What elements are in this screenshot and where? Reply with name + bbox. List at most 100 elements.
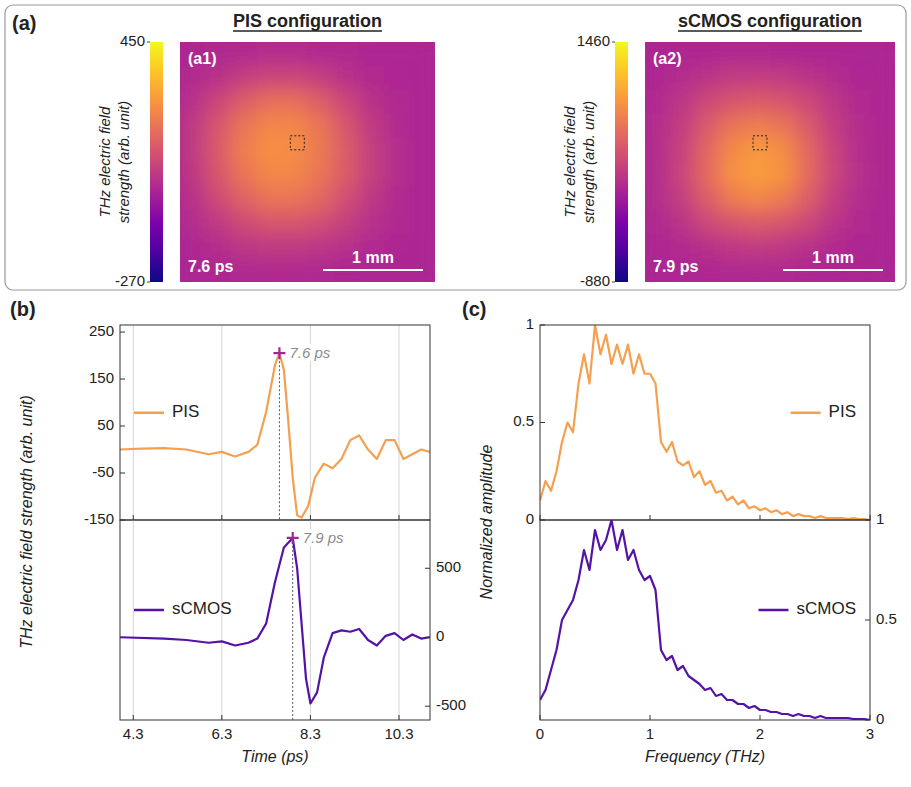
legend-swatch: [759, 609, 789, 612]
x-tick: [540, 515, 541, 520]
colorbar: [150, 42, 163, 282]
heatmap-cell: [795, 114, 821, 139]
grid-line: [221, 325, 222, 520]
heatmap-cell: [231, 66, 257, 91]
y-tick-label: 0: [526, 510, 534, 527]
heatmap-cell: [180, 186, 206, 211]
x-tick: [760, 515, 761, 520]
heatmap-cell: [231, 186, 257, 211]
heatmap-cell: [282, 186, 308, 211]
x-tick-label: 10.3: [384, 725, 413, 742]
heatmap-cell: [257, 234, 283, 259]
heatmap-cell: [308, 66, 334, 91]
heatmap-cell: [257, 138, 283, 163]
heatmap-cell: [770, 186, 796, 211]
heatmap-cell: [820, 66, 846, 91]
colorbar-label: strength (arb. unit): [580, 101, 597, 224]
heatmap-cell: [770, 90, 796, 115]
heatmap-cell: [795, 186, 821, 211]
heatmap-cell: [670, 138, 696, 163]
colorbar-label: THz electric field: [96, 106, 113, 218]
heatmap-cell: [820, 138, 846, 163]
heatmap-cell: [231, 234, 257, 259]
heatmap-cell: [231, 210, 257, 235]
heatmap-cell: [770, 138, 796, 163]
heatmap-cell: [745, 186, 771, 211]
heatmap-cell: [695, 258, 721, 282]
heatmap-cell: [180, 138, 206, 163]
heatmap-cell: [410, 234, 436, 259]
x-tick-label: 0: [536, 725, 544, 742]
y2-tick-label: 0.5: [876, 610, 897, 627]
y2-tick-label: 0: [876, 710, 884, 727]
legend-label: sCMOS: [797, 599, 857, 618]
heatmap-cell: [384, 90, 410, 115]
heatmap-cell: [645, 138, 671, 163]
y-tick: [120, 379, 125, 380]
y2-tick-label: 500: [436, 558, 461, 575]
y-tick-label: 0.5: [513, 412, 534, 429]
heatmap-cell: [180, 210, 206, 235]
heatmap-cell: [257, 114, 283, 139]
heatmap-cell: [308, 42, 334, 67]
heatmap-cell: [410, 42, 436, 67]
heatmap-cell: [333, 114, 359, 139]
colorbar: [615, 42, 628, 282]
plot-frame: [540, 325, 870, 520]
heatmap-cell: [308, 162, 334, 187]
data-line: [540, 325, 870, 520]
heatmap-cell: [308, 234, 334, 259]
heatmap-cell: [695, 114, 721, 139]
annotation-marker: [287, 532, 299, 544]
heatmap-cell: [257, 186, 283, 211]
colorbar-tick-label: -270: [115, 272, 145, 289]
x-tick: [760, 715, 761, 720]
x-tick: [221, 715, 222, 720]
x-tick: [650, 715, 651, 720]
x-tick: [133, 515, 134, 520]
heatmap-cell: [670, 186, 696, 211]
x-tick: [310, 715, 311, 720]
heatmap-cell: [845, 162, 871, 187]
heatmap-cell: [745, 234, 771, 259]
x-tick-label: 8.3: [300, 725, 321, 742]
scale-bar-label: 1 mm: [352, 249, 394, 266]
heatmap-cell: [670, 114, 696, 139]
x-tick: [870, 515, 871, 520]
heatmap-cell: [795, 66, 821, 91]
heatmap-cell: [720, 138, 746, 163]
colorbar-tick-label: 1460: [577, 32, 610, 49]
label-patch: [302, 529, 345, 546]
heatmap-cell: [870, 162, 895, 187]
heatmap-cell: [410, 162, 436, 187]
heatmap-cell: [410, 138, 436, 163]
heatmap-cell: [770, 42, 796, 67]
heatmap-cell: [870, 186, 895, 211]
heatmap-cell: [820, 186, 846, 211]
heatmap-cell: [257, 42, 283, 67]
heatmap-cell: [645, 66, 671, 91]
y2-tick: [425, 637, 430, 638]
heatmap-cell: [845, 210, 871, 235]
heatmap-cell: [720, 114, 746, 139]
heatmap-cell: [410, 66, 436, 91]
y2-tick: [865, 620, 870, 621]
heatmap-cell: [845, 186, 871, 211]
annotation-line: [292, 538, 293, 720]
colorbar-tick: [147, 42, 150, 43]
time-label: 7.6 ps: [188, 258, 233, 275]
heatmap-cell: [645, 90, 671, 115]
x-tick: [540, 715, 541, 720]
x-tick: [133, 715, 134, 720]
data-line: [120, 353, 430, 517]
heatmap-cell: [845, 66, 871, 91]
group-label: (a): [12, 12, 36, 34]
heatmap-cell: [308, 90, 334, 115]
heatmap-cell: [720, 234, 746, 259]
heatmap-cell: [820, 114, 846, 139]
figure: (a)PIS configuration(a1)7.6 ps1 mm-27045…: [0, 0, 911, 787]
grid-line: [221, 520, 222, 720]
heatmap-cell: [231, 90, 257, 115]
grid-line: [133, 520, 134, 720]
heatmap-ground: [645, 42, 895, 282]
